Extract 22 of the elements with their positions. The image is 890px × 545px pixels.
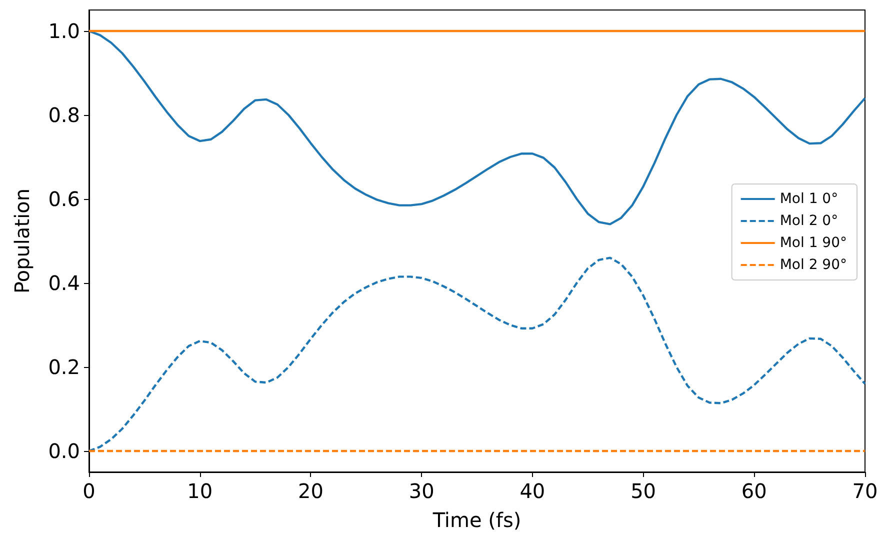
x-tick-label: 40 [520,479,546,503]
legend-label: Mol 1 0° [780,191,838,207]
y-tick-label: 0.2 [48,355,80,379]
legend-label: Mol 2 0° [780,213,838,229]
x-tick-label: 0 [82,479,96,503]
y-tick-label: 0.6 [48,187,80,211]
x-tick-label: 50 [630,479,656,503]
y-axis-title: Population [10,188,34,294]
line-series [88,30,866,226]
y-tick-label: 0.4 [48,271,80,295]
x-tick-label: 30 [408,479,434,503]
x-tick-label: 60 [741,479,767,503]
legend-label: Mol 1 90° [780,235,847,251]
y-tick-label: 1.0 [48,19,80,43]
y-tick-label: 0.0 [48,439,80,463]
x-tick-label: 70 [852,479,878,503]
legend-label: Mol 2 90° [780,257,847,273]
x-axis-title: Time (fs) [432,508,522,532]
x-tick-label: 10 [187,479,213,503]
x-tick-label: 20 [298,479,324,503]
line-series [88,256,866,452]
y-tick-label: 0.8 [48,103,80,127]
